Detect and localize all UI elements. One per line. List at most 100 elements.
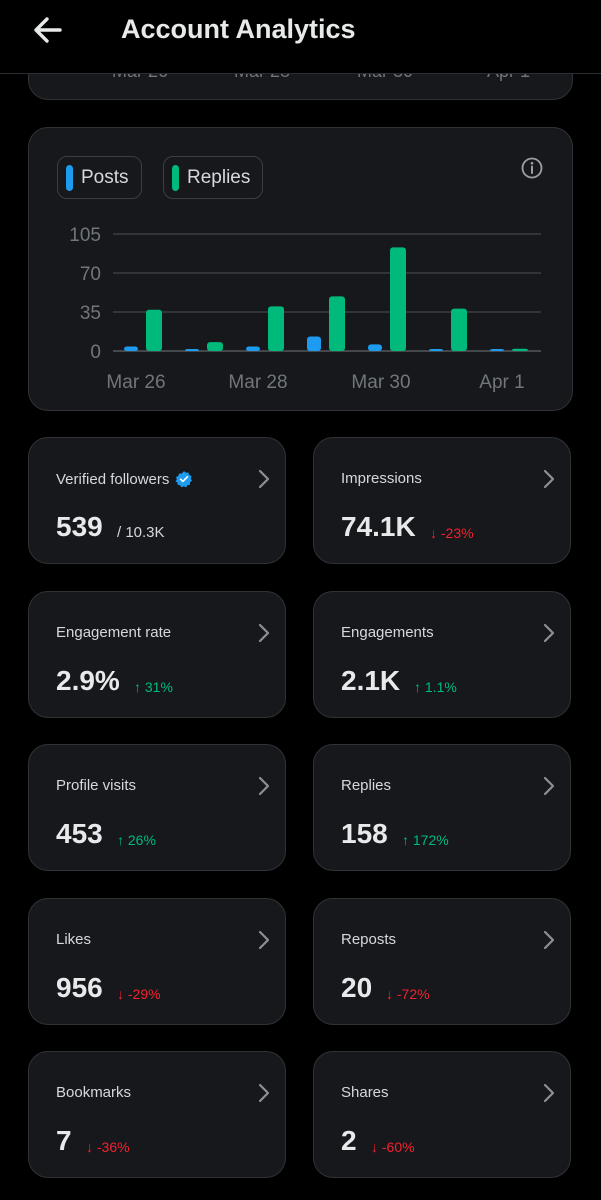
page-title: Account Analytics <box>121 14 356 44</box>
stat-card-likes[interactable]: Likes 956 ↓ -29% <box>28 898 286 1025</box>
stat-label: Bookmarks <box>56 1084 131 1101</box>
arrow-up-icon: ↑ <box>117 832 128 848</box>
stat-card-profile-visits[interactable]: Profile visits 453 ↑ 26% <box>28 744 286 871</box>
stat-change: ↑ 1.1% <box>414 679 457 695</box>
stat-change: ↑ 31% <box>134 679 173 695</box>
info-icon[interactable] <box>520 156 544 180</box>
arrow-down-icon: ↓ <box>386 986 397 1002</box>
stat-label-text: Engagement rate <box>56 624 172 641</box>
stat-label: Engagement rate <box>56 624 171 641</box>
arrow-up-icon: ↑ <box>134 679 145 695</box>
arrow-down-icon: ↓ <box>86 1139 97 1155</box>
y-tick-label: 35 <box>80 303 101 324</box>
x-tick-label: Mar 26 <box>106 372 165 393</box>
stat-change-value: -36% <box>96 1139 130 1155</box>
stat-label: Likes <box>56 931 91 948</box>
replies-bar-mar-29[interactable] <box>329 296 345 351</box>
stat-change: ↑ 26% <box>117 832 156 848</box>
posts-bar-mar-30[interactable] <box>368 344 382 351</box>
chevron-right-icon <box>258 469 270 489</box>
stat-label-text: Replies <box>341 777 392 794</box>
posts-bar-mar-31[interactable] <box>429 349 443 351</box>
stat-change-value: 1.1% <box>424 679 457 695</box>
stat-label: Engagements <box>341 624 434 641</box>
stat-label-text: Engagements <box>341 624 434 641</box>
posts-bar-mar-27[interactable] <box>185 349 199 351</box>
stat-total: / 10.3K <box>117 524 165 541</box>
stat-card-verified-followers[interactable]: Verified followers 539 / 10.3K <box>28 437 286 564</box>
stat-card-bookmarks[interactable]: Bookmarks 7 ↓ -36% <box>28 1051 286 1178</box>
stat-change: ↓ -60% <box>371 1139 415 1155</box>
stat-label-text: Verified followers <box>56 470 170 488</box>
chevron-right-icon <box>258 776 270 796</box>
arrow-down-icon: ↓ <box>371 1139 382 1155</box>
stat-label-text: Shares <box>341 1084 389 1101</box>
verified-badge-icon <box>175 471 193 488</box>
stat-label-text: Impressions <box>341 470 422 487</box>
stat-change-value: -72% <box>396 986 430 1002</box>
stat-value: 158 <box>341 818 388 849</box>
stat-card-engagements[interactable]: Engagements 2.1K ↑ 1.1% <box>313 591 571 718</box>
posts-bar-apr-1[interactable] <box>490 349 504 351</box>
stat-label-text: Likes <box>56 931 92 948</box>
posts-swatch <box>66 164 73 191</box>
chevron-right-icon <box>258 1083 270 1103</box>
replies-bar-mar-31[interactable] <box>451 308 467 351</box>
stat-value: 74.1K <box>341 511 416 542</box>
legend-posts-label: Posts <box>81 166 129 188</box>
replies-bar-apr-1[interactable] <box>512 348 528 351</box>
chevron-right-icon <box>543 623 555 643</box>
x-tick-label: Mar 28 <box>228 372 287 393</box>
stat-change: ↓ -23% <box>430 525 474 541</box>
stat-change: ↓ -72% <box>386 986 430 1002</box>
stat-change-value: -60% <box>381 1139 415 1155</box>
stat-value: 2.1K <box>341 665 401 696</box>
replies-bar-mar-30[interactable] <box>390 247 406 351</box>
legend-replies[interactable]: Replies <box>163 156 264 199</box>
stat-card-shares[interactable]: Shares 2 ↓ -60% <box>313 1051 571 1178</box>
stat-change: ↓ -29% <box>117 986 161 1002</box>
stat-label: Reposts <box>341 931 396 948</box>
stat-card-replies[interactable]: Replies 158 ↑ 172% <box>313 744 571 871</box>
posts-bar-mar-28[interactable] <box>246 346 260 351</box>
back-arrow-icon[interactable] <box>30 12 66 48</box>
x-tick-label: Mar 30 <box>351 372 410 393</box>
stat-label: Verified followers <box>56 470 193 488</box>
stat-change: ↑ 172% <box>402 832 449 848</box>
stat-change-value: 26% <box>127 832 156 848</box>
stat-value: 2.9% <box>56 665 120 696</box>
arrow-down-icon: ↓ <box>117 986 128 1002</box>
stat-label: Shares <box>341 1084 389 1101</box>
arrow-down-icon: ↓ <box>430 525 441 541</box>
stat-value: 539 <box>56 511 103 542</box>
replies-bar-mar-26[interactable] <box>146 309 162 351</box>
stat-change-value: 172% <box>412 832 449 848</box>
chevron-right-icon <box>543 1083 555 1103</box>
chevron-right-icon <box>258 930 270 950</box>
chevron-right-icon <box>258 623 270 643</box>
stat-label: Profile visits <box>56 777 136 794</box>
stat-value: 20 <box>341 972 373 1003</box>
y-tick-label: 70 <box>80 264 101 285</box>
stat-value: 2 <box>341 1125 357 1156</box>
stat-label: Replies <box>341 777 391 794</box>
posts-bar-mar-26[interactable] <box>124 346 138 351</box>
stat-card-engagement-rate[interactable]: Engagement rate 2.9% ↑ 31% <box>28 591 286 718</box>
stat-card-reposts[interactable]: Reposts 20 ↓ -72% <box>313 898 571 1025</box>
stat-change: ↓ -36% <box>86 1139 130 1155</box>
arrow-up-icon: ↑ <box>414 679 425 695</box>
posts-bar-mar-29[interactable] <box>307 336 321 351</box>
stat-card-impressions[interactable]: Impressions 74.1K ↓ -23% <box>313 437 571 564</box>
replies-bar-mar-27[interactable] <box>207 342 223 351</box>
top-app-bar: Account Analytics <box>0 0 601 74</box>
stat-change-value: -29% <box>127 986 161 1002</box>
legend-posts[interactable]: Posts <box>57 156 142 199</box>
stat-value: 453 <box>56 818 103 849</box>
stat-label: Impressions <box>341 470 422 487</box>
stat-change-value: -23% <box>440 525 474 541</box>
chevron-right-icon <box>543 930 555 950</box>
y-tick-label: 0 <box>90 342 101 363</box>
replies-bar-mar-28[interactable] <box>268 306 284 351</box>
stat-label-text: Reposts <box>341 931 397 948</box>
